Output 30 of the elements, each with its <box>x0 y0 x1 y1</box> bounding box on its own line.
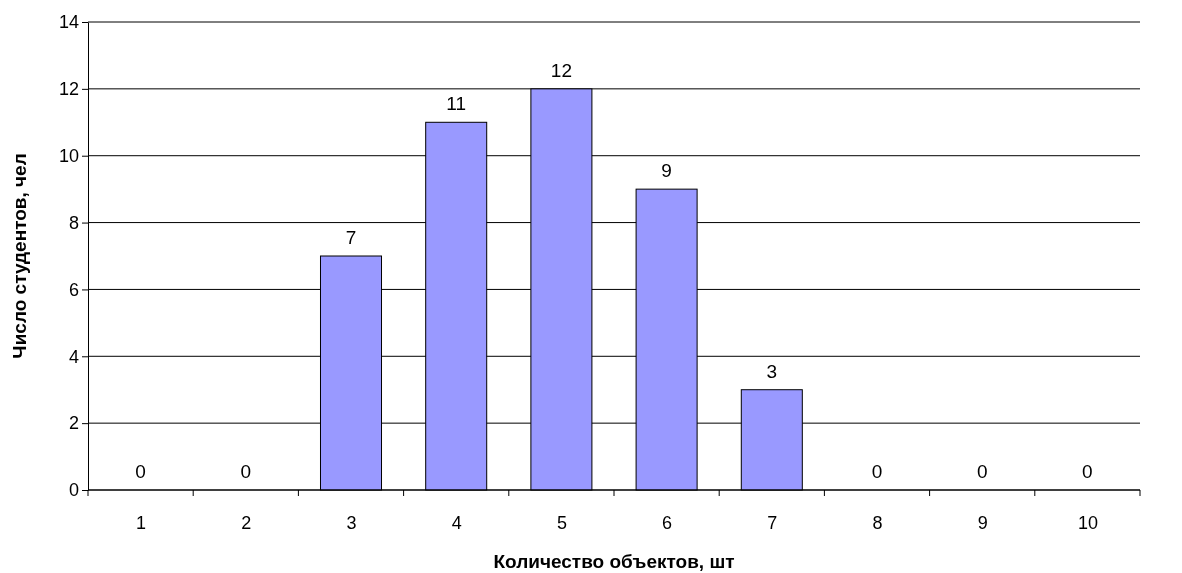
x-tick-label: 4 <box>451 512 462 533</box>
x-tick-label: 6 <box>662 512 673 533</box>
y-tick-label: 10 <box>58 145 79 166</box>
data-label: 0 <box>1082 461 1093 482</box>
data-label: 7 <box>345 227 357 248</box>
x-tick-label: 3 <box>346 512 357 533</box>
y-axis-title: Число студентов, чел <box>9 153 30 359</box>
x-tick-label: 2 <box>241 512 252 533</box>
x-tick-label: 1 <box>136 512 147 533</box>
y-tick-label: 6 <box>68 279 79 300</box>
data-label: 12 <box>550 59 572 81</box>
x-tick-label: 7 <box>767 512 778 533</box>
y-tick-label: 14 <box>58 12 79 33</box>
x-tick-label: 10 <box>1077 512 1098 533</box>
data-label: 0 <box>135 461 146 482</box>
data-label: 0 <box>976 461 988 482</box>
y-tick-label: 0 <box>68 480 79 501</box>
data-label: 3 <box>766 360 778 382</box>
y-tick-label: 4 <box>68 346 79 367</box>
x-axis-title: Количество объектов, шт <box>493 551 735 572</box>
data-label: 0 <box>871 461 883 482</box>
data-label: 0 <box>240 461 252 482</box>
data-label: 9 <box>661 160 672 182</box>
data-label: 11 <box>446 93 467 115</box>
y-tick-label: 8 <box>68 212 79 233</box>
x-tick-label: 9 <box>977 512 988 533</box>
y-tick-label: 2 <box>68 413 79 434</box>
x-tick-label: 5 <box>556 512 567 533</box>
y-tick-label: 12 <box>58 79 79 100</box>
x-tick-label: 8 <box>872 512 883 533</box>
